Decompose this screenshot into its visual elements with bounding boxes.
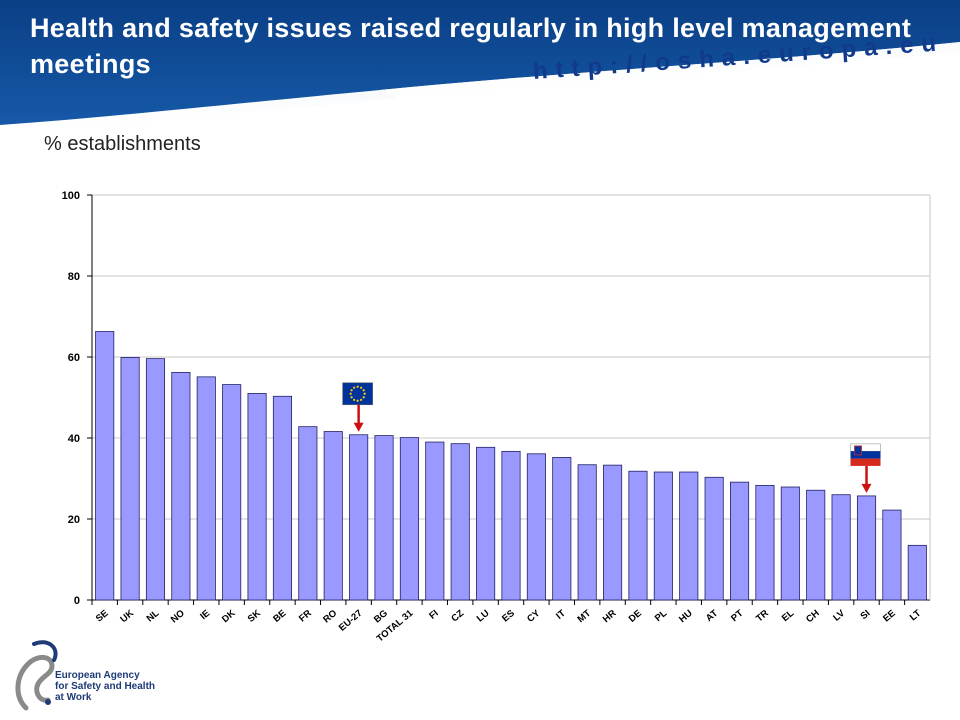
x-tick-label: FR	[297, 608, 314, 625]
logo-line: at Work	[55, 692, 92, 703]
x-tick-label: HR	[601, 608, 619, 625]
bar-tr	[755, 484, 775, 601]
x-tick-label: CY	[525, 607, 543, 624]
bar-at	[704, 476, 724, 601]
y-tick-label: 100	[62, 190, 80, 202]
y-tick-label: 0	[74, 595, 80, 607]
x-tick-label: EU-27	[337, 608, 365, 634]
x-tick-label: LU	[475, 608, 492, 625]
x-tick-label: ES	[500, 608, 517, 625]
x-tick-label: SK	[246, 608, 263, 625]
bar-be	[272, 395, 292, 601]
x-tick-label: NO	[169, 608, 187, 626]
bar-lu	[476, 446, 496, 601]
eu-osha-logo-icon	[15, 640, 58, 711]
x-tick-label: SE	[94, 608, 111, 625]
bar-si	[856, 495, 877, 601]
bar-pt	[730, 481, 750, 601]
bar-total-31	[399, 437, 419, 601]
bar-mt	[577, 464, 597, 601]
logo-line: for Safety and Health	[55, 681, 156, 692]
x-tick-label: PT	[729, 608, 746, 624]
bar-lv	[831, 494, 851, 601]
bar-cy	[526, 453, 546, 601]
bar-lt	[907, 544, 927, 601]
x-tick-label: LT	[908, 608, 924, 624]
eu-flag-icon	[342, 382, 373, 432]
bar-hu	[679, 471, 699, 601]
bar-fr	[298, 426, 318, 601]
x-tick-label: CZ	[449, 608, 466, 625]
bar-dk	[222, 384, 242, 601]
bar-sk	[247, 393, 267, 601]
logo-line: European Agency	[55, 670, 140, 681]
highlight-markers	[342, 382, 881, 493]
bar-bg	[374, 435, 394, 601]
bar-ro	[323, 431, 343, 601]
y-axis-label: % establishments	[44, 133, 201, 155]
x-tick-label: NL	[145, 608, 162, 625]
bar-de	[628, 470, 648, 601]
x-tick-label: MT	[576, 608, 594, 625]
bars	[95, 331, 927, 601]
x-tick-label: TR	[754, 608, 771, 625]
x-tick-label: BE	[271, 608, 288, 625]
y-tick-label: 80	[68, 271, 80, 283]
bar-ee	[882, 509, 902, 601]
x-tick-label: IT	[554, 608, 568, 622]
bar-pl	[653, 471, 673, 601]
bar-no	[171, 371, 191, 601]
x-tick-label: AT	[704, 608, 720, 624]
bar-cz	[450, 443, 470, 601]
page-title: Health and safety issues raised regularl…	[30, 13, 912, 79]
x-tick-label: DE	[627, 608, 644, 625]
x-tick-label: UK	[118, 608, 136, 625]
bar-ie	[196, 376, 216, 601]
y-tick-label: 40	[68, 433, 80, 445]
header-banner	[0, 0, 960, 135]
bar-uk	[120, 357, 140, 601]
slovenia-flag-icon	[850, 443, 881, 493]
bar-el	[780, 486, 800, 601]
y-tick-label: 20	[68, 514, 80, 526]
bar-ch	[806, 489, 826, 601]
bar-fi	[425, 441, 445, 601]
bar-hr	[603, 464, 623, 601]
x-tick-label: LV	[831, 607, 847, 623]
bar-nl	[145, 358, 166, 601]
x-tick-label: FI	[427, 608, 441, 622]
x-tick-label: RO	[321, 608, 339, 626]
x-tick-label: EL	[780, 608, 797, 624]
bar-it	[552, 457, 572, 601]
x-tick-label: CH	[804, 608, 822, 625]
x-tick-label: EE	[881, 608, 898, 625]
bar-es	[501, 450, 521, 601]
logo-caption: European Agency for Safety and Health at…	[55, 670, 155, 703]
x-tick-label: IE	[198, 608, 212, 622]
x-tick-label: DK	[220, 608, 238, 625]
x-tick-label: SI	[858, 608, 872, 622]
x-tick-label: HU	[677, 608, 695, 625]
x-tick-label: BG	[372, 608, 390, 626]
bar-eu-27	[349, 434, 369, 601]
x-tick-label: PL	[653, 608, 670, 624]
y-tick-label: 60	[68, 352, 80, 364]
bar-se	[95, 331, 115, 601]
